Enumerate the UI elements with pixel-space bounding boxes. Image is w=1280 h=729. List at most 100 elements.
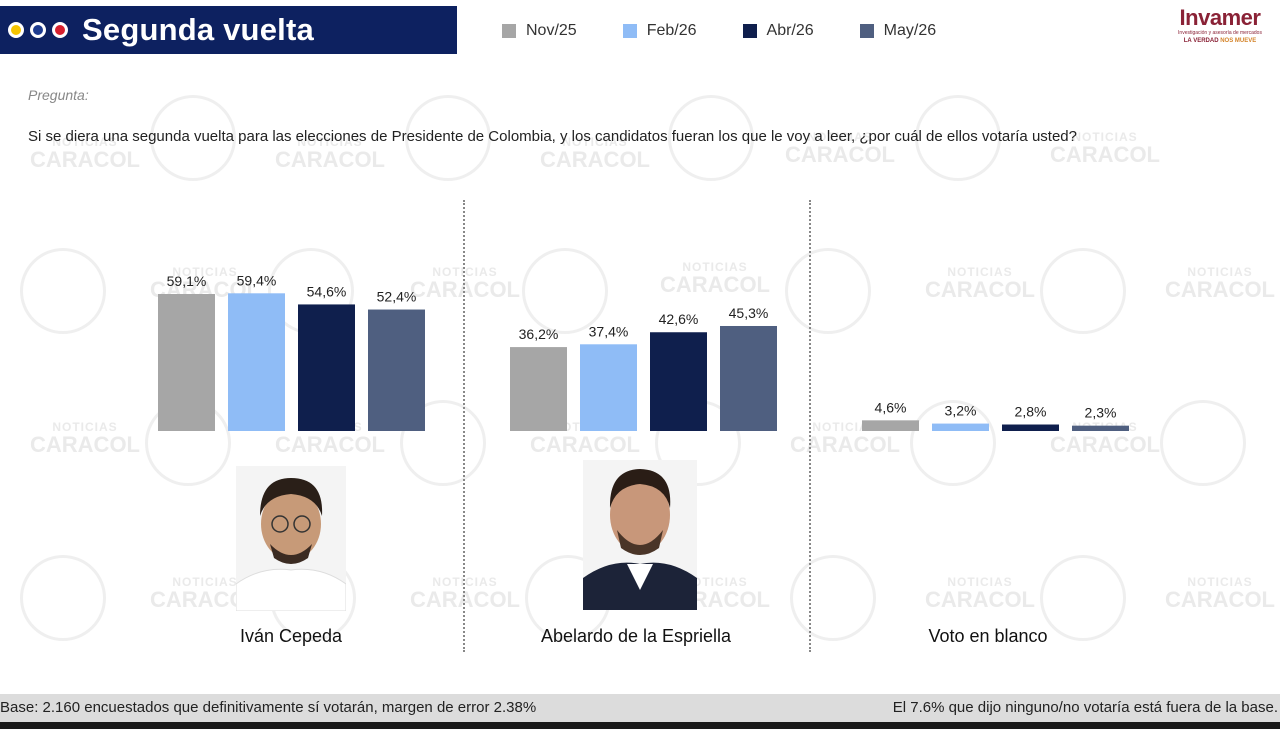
blu-radio-watermark-icon [915, 95, 1001, 181]
bar-value-label: 3,2% [945, 403, 977, 419]
legend-item-abr26: Abr/26 [742, 22, 814, 40]
blu-radio-watermark-icon [1040, 248, 1126, 334]
bar [228, 293, 285, 431]
blu-radio-watermark-icon [20, 248, 106, 334]
logo-tagline-b: NOS MUEVE [1220, 38, 1257, 44]
chart-legend: Nov/25 Feb/26 Abr/26 May/26 [502, 22, 982, 40]
watermark-small-text: NOTICIAS [682, 260, 748, 274]
group-divider [463, 200, 465, 652]
watermark-big-text: CARACOL [530, 432, 640, 457]
watermark-big-text: CARACOL [540, 147, 650, 172]
watermark-small-text: NOTICIAS [172, 265, 238, 279]
watermark-big-text: CARACOL [30, 432, 140, 457]
portrait-icon [236, 478, 346, 611]
footer-base-note: Base: 2.160 encuestados que definitivame… [0, 699, 537, 716]
blu-radio-watermark-icon [400, 400, 486, 486]
watermark-small-text: NOTICIAS [172, 575, 238, 589]
watermark-big-text: CARACOL [925, 587, 1035, 612]
legend-swatch [742, 24, 757, 38]
portrait-icon [583, 469, 697, 610]
legend-label: May/26 [883, 22, 937, 39]
logo-subtitle: Investigación y asesoría de mercados [1178, 30, 1262, 36]
bar [932, 423, 989, 431]
blu-radio-watermark-icon [20, 555, 106, 641]
question-text: Si se diera una segunda vuelta para las … [28, 128, 1077, 145]
footer-exclusion-note: El 7.6% que dijo ninguno/no votaría está… [892, 699, 1278, 716]
invamer-logo: Invamer Investigación y asesoría de merc… [1170, 6, 1270, 45]
legend-label: Abr/26 [766, 22, 814, 39]
bar-value-label: 2,8% [1015, 404, 1047, 420]
watermark-big-text: CARACOL [275, 147, 385, 172]
watermark-big-text: CARACOL [660, 272, 770, 297]
candidate-photo-cepeda [236, 466, 346, 611]
candidate-name: Abelardo de la Espriella [540, 626, 732, 646]
watermark-small-text: NOTICIAS [1187, 265, 1253, 279]
logo-name: Invamer [1179, 5, 1261, 30]
legend-swatch [859, 24, 874, 38]
watermark-big-text: CARACOL [275, 432, 385, 457]
question-label: Pregunta: [28, 87, 89, 103]
bar [510, 347, 567, 431]
watermark-small-text: NOTICIAS [947, 265, 1013, 279]
bar-value-label: 42,6% [659, 311, 699, 327]
logo-tagline-a: LA VERDAD [1183, 38, 1221, 44]
bar-value-label: 59,1% [167, 273, 207, 289]
watermark-small-text: NOTICIAS [682, 575, 748, 589]
watermark-small-text: NOTICIAS [807, 130, 873, 144]
blu-radio-watermark-icon [150, 95, 236, 181]
bar [1002, 424, 1059, 431]
legend-item-feb26: Feb/26 [622, 22, 697, 40]
candidate-name: Iván Cepeda [239, 626, 343, 646]
watermark-small-text: NOTICIAS [947, 575, 1013, 589]
footer-bar: Base: 2.160 encuestados que definitivame… [0, 694, 1280, 722]
blu-radio-watermark-icon [790, 555, 876, 641]
bar [298, 304, 355, 431]
blu-radio-watermark-icon [910, 400, 996, 486]
blu-radio-watermark-icon [1040, 555, 1126, 641]
watermark-big-text: CARACOL [1165, 277, 1275, 302]
header-bar: Segunda vuelta [0, 6, 457, 54]
watermark-big-text: CARACOL [410, 277, 520, 302]
legend-swatch [622, 24, 637, 38]
candidate-photo-espriella [583, 460, 697, 610]
bar [1072, 425, 1129, 431]
watermark-big-text: CARACOL [1050, 432, 1160, 457]
watermark-big-text: CARACOL [925, 277, 1035, 302]
bar [368, 309, 425, 431]
watermark-small-text: NOTICIAS [52, 135, 118, 149]
bottom-strip [0, 722, 1280, 729]
watermark-big-text: CARACOL [790, 432, 900, 457]
legend-item-nov25: Nov/25 [502, 22, 577, 40]
watermark-small-text: NOTICIAS [1187, 575, 1253, 589]
bar-value-label: 54,6% [307, 283, 347, 299]
bar-value-label: 59,4% [237, 272, 277, 288]
bar [158, 294, 215, 431]
watermark-small-text: NOTICIAS [297, 135, 363, 149]
watermark-big-text: CARACOL [1050, 142, 1160, 167]
group-divider [809, 200, 811, 652]
bar-value-label: 45,3% [729, 305, 769, 321]
blu-radio-watermark-icon [668, 95, 754, 181]
candidate-name: Voto en blanco [928, 626, 1048, 646]
watermark-big-text: CARACOL [410, 587, 520, 612]
watermark-big-text: CARACOL [1165, 587, 1275, 612]
watermark-big-text: CARACOL [30, 147, 140, 172]
legend-label: Feb/26 [646, 22, 697, 39]
legend-label: Nov/25 [526, 22, 577, 39]
blu-radio-watermark-icon [522, 248, 608, 334]
bar-value-label: 37,4% [589, 323, 629, 339]
bar-value-label: 52,4% [377, 289, 417, 305]
